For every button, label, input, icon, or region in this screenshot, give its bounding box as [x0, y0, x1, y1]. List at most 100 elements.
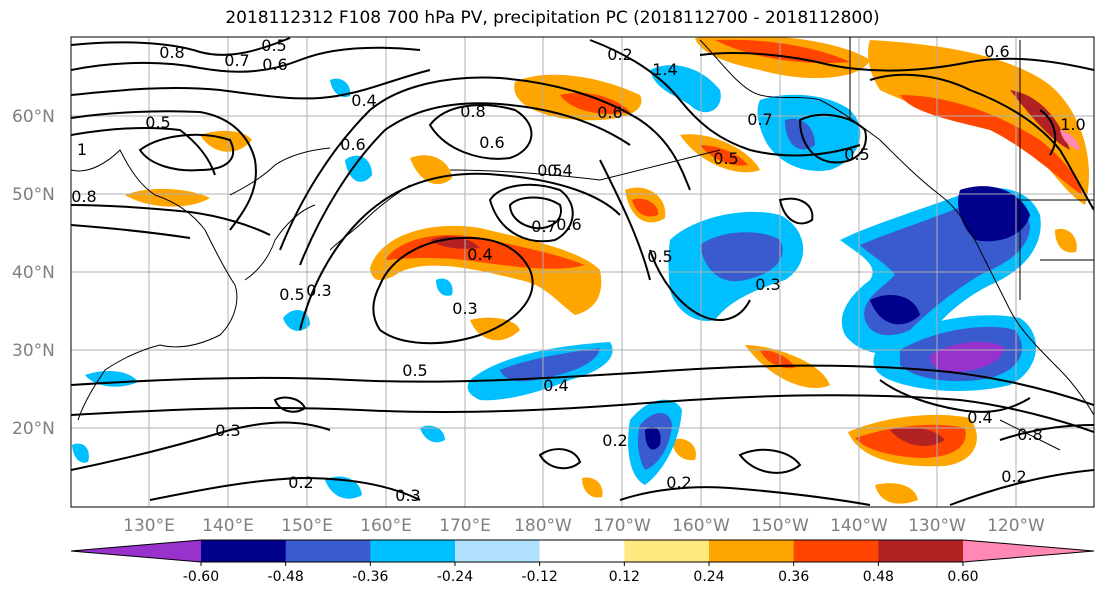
precip-blob [700, 145, 748, 166]
lon-label: 180°W [514, 516, 572, 536]
precip-blob [868, 40, 1089, 205]
precip-blob [700, 232, 783, 282]
lat-label: 60°N [12, 107, 55, 127]
lon-label: 170°W [593, 516, 651, 536]
precip-negative-shading [72, 65, 1041, 499]
colorbar-tick-label: 0.60 [947, 569, 978, 585]
coastline [329, 184, 411, 251]
contour-label: 0.5 [145, 113, 170, 132]
contour-label: 1.4 [652, 60, 677, 79]
contour-label: 0.4 [467, 245, 492, 264]
pv-contour [619, 486, 871, 506]
pv-contour [738, 448, 802, 474]
pv-contour [879, 379, 1031, 413]
lat-label: 50°N [12, 185, 55, 205]
pv-contour [869, 73, 1094, 211]
colorbar-tick-label: -0.60 [183, 569, 219, 585]
contour-label: 0.8 [159, 43, 184, 62]
colorbar-tick-label: 0.24 [693, 569, 724, 585]
pv-contour [71, 69, 431, 100]
contour-label: 1.0 [1060, 115, 1085, 134]
pv-contour [589, 39, 861, 157]
lon-label: 150°E [281, 516, 333, 536]
precip-blob [870, 295, 920, 325]
pv-contour [149, 476, 421, 501]
contour-label: 0.4 [967, 408, 992, 427]
contour-label: 0.3 [215, 421, 240, 440]
contour-label: 0.6 [479, 133, 504, 152]
contour-label: 0.5 [261, 36, 286, 55]
contour-label: 0.3 [755, 275, 780, 294]
pv-contour [71, 110, 257, 231]
contour-label: 0.6 [597, 103, 622, 122]
precip-blob [385, 234, 585, 269]
contour-label: 0.8 [1017, 425, 1042, 444]
pv-contour [71, 421, 331, 471]
pv-contour [299, 102, 631, 266]
pv-contour [299, 172, 621, 331]
contour-label: 0.5 [647, 247, 672, 266]
lon-label: 170°E [439, 516, 491, 536]
precip-blob [500, 348, 600, 382]
contour-label: 0.5 [279, 285, 304, 304]
coastlines [71, 37, 1094, 451]
precip-blob [1060, 130, 1080, 150]
pv-contour [508, 196, 562, 230]
pv-contour [273, 396, 307, 413]
colorbar-box [201, 540, 287, 562]
colorbar-extend-min [71, 540, 201, 562]
lon-label: 160°E [360, 516, 412, 536]
contour-label: 0.2 [666, 473, 691, 492]
precip-blob [560, 92, 630, 115]
pv-contour [71, 224, 191, 239]
colorbar-box [878, 540, 964, 562]
pv-contour [138, 133, 235, 172]
precip-blob [72, 443, 89, 463]
contour-label: 1 [77, 140, 87, 159]
precip-blob [672, 438, 696, 461]
colorbar-tick-label: -0.48 [268, 569, 304, 585]
coastline [229, 147, 331, 196]
pv-contour [71, 394, 1094, 433]
precip-blob [890, 427, 945, 446]
lon-label: 150°W [751, 516, 809, 536]
lat-label: 20°N [12, 419, 55, 439]
colorbar-box [539, 540, 625, 562]
contour-label: 0.8 [71, 187, 96, 206]
pv-contour [778, 197, 814, 225]
contour-label: 0.5 [844, 145, 869, 164]
pv-contour [1039, 109, 1057, 156]
pv-contour [798, 113, 867, 164]
pv-contour [71, 46, 421, 73]
contour-label: 0.3 [306, 281, 331, 300]
coastline [244, 204, 316, 281]
pv-contour [71, 364, 1094, 406]
coastline [449, 149, 721, 181]
coastline [699, 39, 1094, 416]
contour-label: 0.2 [607, 45, 632, 64]
precip-blob [875, 483, 918, 504]
contour-label: 0.2 [288, 473, 313, 492]
coastline [1019, 40, 1094, 300]
precip-blob [958, 186, 1030, 242]
longitude-labels: 130°E 140°E 150°E 160°E 170°E 180°W 170°… [123, 516, 1045, 536]
precip-blob [650, 65, 721, 113]
contour-label: 0.7 [531, 217, 556, 236]
colorbar-box [285, 540, 371, 562]
pv-contour [71, 126, 216, 176]
colorbar-tick-label: 0.36 [778, 569, 809, 585]
coastline [999, 419, 1061, 451]
contour-label: 0.4 [547, 161, 572, 180]
lon-label: 140°E [202, 516, 254, 536]
contour-label: 0.2 [602, 431, 627, 450]
contour-label: 0.6 [340, 135, 365, 154]
colorbar-tick-label: -0.12 [522, 569, 558, 585]
precip-blob [760, 350, 795, 369]
precip-blob [125, 188, 210, 207]
precip-blob [900, 95, 1082, 195]
latitude-labels: 60°N 50°N 40°N 30°N 20°N [12, 107, 55, 439]
precip-blob [436, 278, 453, 296]
pv-contour [372, 236, 534, 345]
contour-label: 0.6 [984, 42, 1009, 61]
pv-contour [488, 183, 574, 243]
